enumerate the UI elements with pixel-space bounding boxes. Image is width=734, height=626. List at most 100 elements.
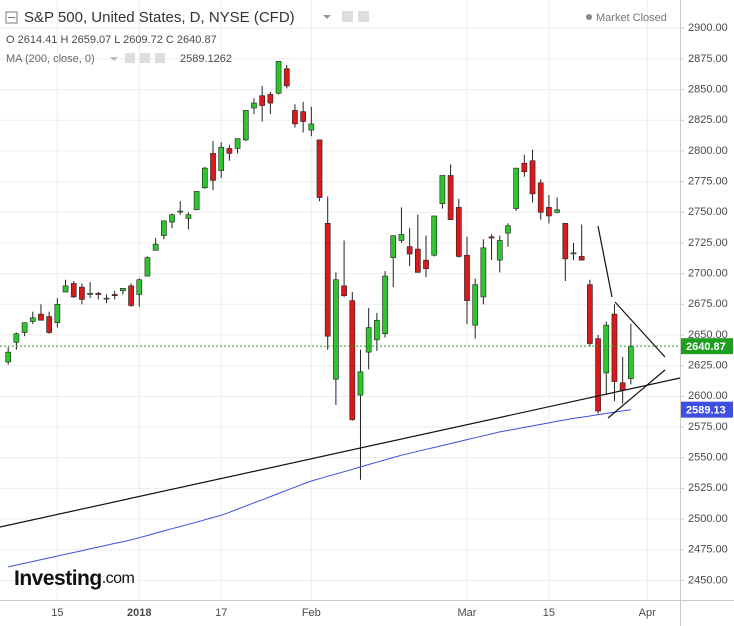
trend-line: [607, 369, 666, 419]
ma-legend: MA (200, close, 0): [6, 53, 95, 65]
candle-body: [529, 160, 536, 195]
candle-body: [423, 259, 429, 270]
candle-body: [226, 148, 233, 154]
watermark: Investing.com: [14, 567, 135, 590]
candle-body: [210, 153, 216, 181]
candle-body: [177, 210, 184, 213]
y-tick-label: 2550.00: [688, 452, 728, 464]
candle-body: [341, 285, 347, 297]
ohlc-row: O 2614.41 H 2659.07 L 2609.72 C 2640.87: [6, 34, 217, 46]
ohlc-label: H: [60, 34, 68, 46]
candle-body: [29, 317, 36, 322]
y-tick-label: 2875.00: [688, 53, 728, 65]
candle-body: [537, 182, 544, 213]
candle-body: [488, 236, 495, 239]
ohlc-value: 2659.07: [71, 34, 111, 46]
candle-body: [562, 223, 569, 260]
y-tick-label: 2500.00: [688, 513, 728, 525]
chart-title: S&P 500, United States, D, NYSE (CFD): [24, 9, 295, 26]
candle-body: [587, 284, 593, 344]
y-tick-label: 2475.00: [688, 544, 728, 556]
candle-body: [38, 313, 44, 321]
candle-body: [161, 220, 167, 236]
candle-body: [603, 324, 610, 374]
ma-tag: [681, 401, 733, 418]
x-tick-label: Feb: [302, 607, 321, 619]
candle-body: [136, 279, 143, 295]
candle-body: [5, 351, 12, 363]
y-tick-label: 2600.00: [688, 390, 728, 402]
ohlc-value: 2640.87: [177, 34, 217, 46]
candle-body: [185, 214, 192, 219]
candle-body: [201, 167, 208, 189]
candle-body: [628, 345, 634, 379]
candle-body: [455, 207, 462, 257]
close-icon[interactable]: [155, 53, 165, 63]
candle-body: [275, 61, 282, 94]
candle-body: [505, 225, 511, 234]
candle-body: [496, 240, 503, 261]
ohlc-value: 2614.41: [18, 34, 58, 46]
candle-body: [390, 235, 397, 258]
candle-body: [120, 288, 126, 292]
settings-icon[interactable]: [342, 11, 353, 22]
candle-body: [267, 94, 274, 104]
eye-icon[interactable]: [125, 53, 135, 63]
candle-body: [619, 382, 626, 391]
candle-body: [406, 246, 413, 255]
candle-body: [21, 322, 28, 333]
plot-area: [0, 61, 680, 568]
candle-body: [324, 223, 331, 337]
watermark-name: Investing: [14, 567, 102, 590]
candle-body: [570, 252, 577, 255]
market-status: Market Closed: [596, 12, 667, 24]
trend-line: [597, 225, 613, 298]
y-tick-label: 2775.00: [688, 176, 728, 188]
close-icon[interactable]: [358, 11, 369, 22]
grid: [0, 0, 680, 600]
candle-body: [554, 209, 560, 213]
candle-body: [95, 292, 102, 295]
candle-body: [193, 191, 200, 211]
candle-body: [472, 284, 479, 326]
candle-body: [439, 175, 446, 204]
status-dot: [586, 14, 592, 20]
collapse-icon[interactable]: [5, 11, 18, 24]
last-close-tag: [681, 338, 733, 355]
y-tick-label: 2525.00: [688, 482, 728, 494]
candle-body: [128, 285, 134, 306]
ma-line: [8, 409, 631, 568]
candle-body: [218, 146, 225, 171]
ohlc-label: C: [166, 34, 174, 46]
candle-body: [79, 286, 85, 300]
candle-body: [513, 167, 519, 209]
candle-body: [87, 292, 93, 295]
candle-body: [292, 110, 298, 125]
y-tick-label: 2675.00: [688, 298, 728, 310]
candle-body: [447, 175, 454, 220]
ma-legend-value: 2589.1262: [180, 53, 232, 65]
trend-lines: [0, 225, 681, 528]
candle-body: [46, 316, 52, 333]
candle-body: [111, 294, 118, 297]
candle-body: [251, 102, 257, 109]
y-tick-label: 2825.00: [688, 114, 728, 126]
ohlc-value: 2609.72: [123, 34, 163, 46]
y-tick-label: 2850.00: [688, 83, 728, 95]
trend-line: [614, 301, 666, 358]
x-tick-label: 15: [543, 607, 555, 619]
dropdown-icon[interactable]: [323, 15, 331, 19]
candle-body: [70, 283, 77, 298]
y-tick-label: 2900.00: [688, 22, 728, 34]
dropdown-icon[interactable]: [110, 57, 118, 61]
candle-body: [398, 234, 405, 241]
candle-body: [595, 338, 601, 412]
y-tick-label: 2700.00: [688, 268, 728, 280]
settings-icon[interactable]: [140, 53, 150, 63]
trend-line: [0, 377, 681, 528]
ohlc-label: L: [114, 34, 120, 46]
candle-body: [349, 300, 356, 420]
candle-body: [374, 319, 380, 341]
